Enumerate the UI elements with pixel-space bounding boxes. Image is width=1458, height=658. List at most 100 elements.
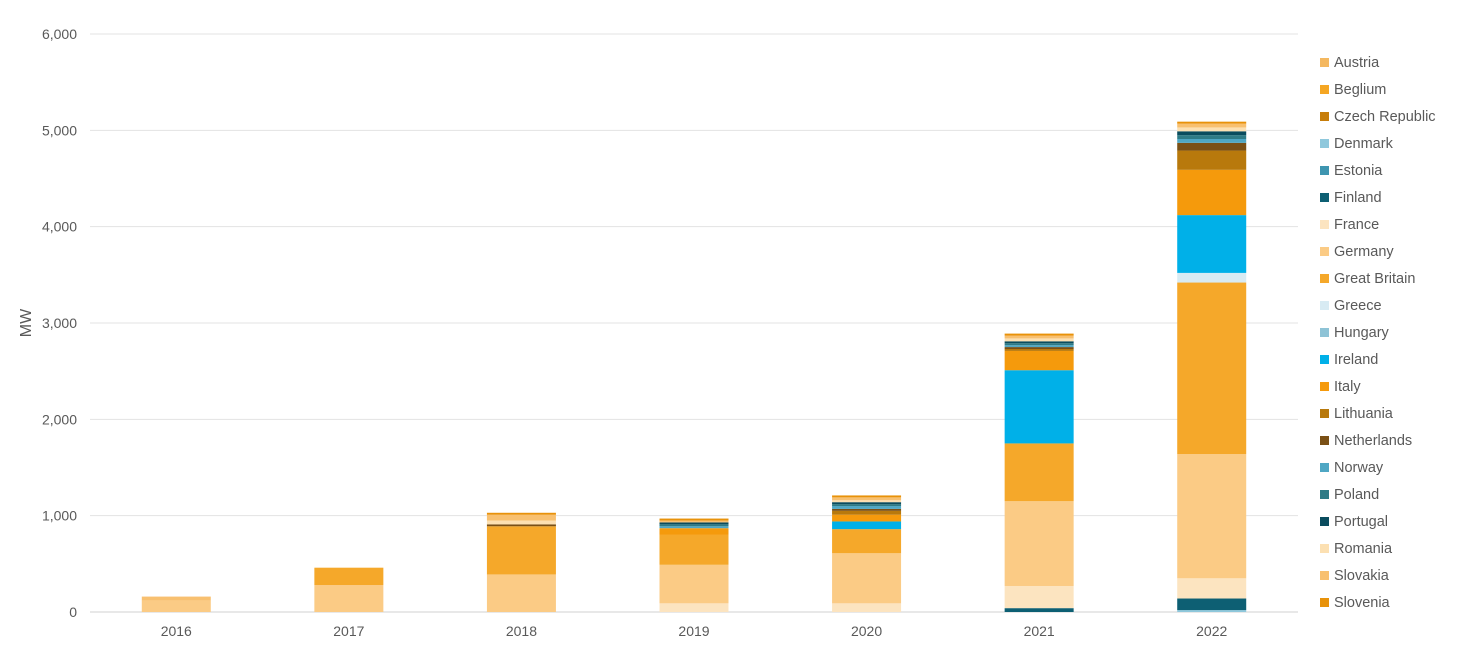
legend-swatch <box>1320 193 1329 202</box>
legend-label: Czech Republic <box>1334 108 1436 125</box>
bar-segment-2020-poland <box>832 504 902 507</box>
gridlines <box>90 33 1298 613</box>
legend-item-slovakia: Slovakia <box>1320 562 1454 589</box>
legend-label: Italy <box>1334 378 1361 395</box>
legend-item-greece: Greece <box>1320 292 1454 319</box>
bar-segment-2019-slovenia <box>659 518 729 521</box>
bar-segment-2020-slovenia <box>832 495 902 498</box>
bar-segment-2018-great-britain <box>486 526 556 575</box>
legend-swatch <box>1320 598 1329 607</box>
legend-swatch <box>1320 220 1329 229</box>
legend-swatch <box>1320 544 1329 553</box>
bar-segment-2022-denmark <box>1177 610 1247 612</box>
legend-item-ireland: Ireland <box>1320 346 1454 373</box>
bar-segment-2019-france <box>659 603 729 612</box>
bar-segment-2021-slovakia <box>1004 335 1074 339</box>
bar-segment-2022-lithuania <box>1177 150 1247 170</box>
legend-label: Poland <box>1334 486 1380 503</box>
stacked-bar-chart: 0 1,000 2,000 3,000 4,000 5,000 6,000 2016 2017… <box>18 26 1298 639</box>
y-axis-ticks: 0 1,000 2,000 3,000 4,000 5,000 6,000 <box>42 26 77 620</box>
bar-segment-2022-norway <box>1177 139 1247 143</box>
bar-segment-2020-slovakia <box>832 497 902 501</box>
bar-segment-2021-italy <box>1004 350 1074 371</box>
legend-item-great-britain: Great Britain <box>1320 265 1454 292</box>
bar-segment-2021-great-britain <box>1004 443 1074 502</box>
bar-segment-2020-lithuania <box>832 510 902 515</box>
bar-segment-2022-ireland <box>1177 215 1247 273</box>
legend-label: Austria <box>1334 54 1380 71</box>
y-tick-label: 5,000 <box>42 122 77 138</box>
bar-segment-2022-france <box>1177 578 1247 599</box>
legend-item-france: France <box>1320 211 1454 238</box>
legend-label: Norway <box>1334 459 1384 476</box>
x-tick-label-2022: 2022 <box>1196 623 1227 639</box>
legend-item-hungary: Hungary <box>1320 319 1454 346</box>
y-tick-label: 4,000 <box>42 219 77 235</box>
bar-segment-2022-poland <box>1177 135 1247 140</box>
bars <box>141 121 1247 612</box>
bar-segment-2022-portugal <box>1177 131 1247 136</box>
bar-segment-2021-romania <box>1004 338 1074 342</box>
bar-segment-2021-netherlands <box>1004 347 1074 350</box>
legend-label: Germany <box>1334 243 1394 260</box>
bar-segment-2018-netherlands <box>486 524 556 527</box>
bar-segment-2020-germany <box>832 553 902 604</box>
bar-segment-2021-slovenia <box>1004 333 1074 336</box>
legend-swatch <box>1320 436 1329 445</box>
legend-item-slovenia: Slovenia <box>1320 589 1454 616</box>
legend-swatch <box>1320 409 1329 418</box>
legend-label: Slovakia <box>1334 567 1389 584</box>
bar-segment-2016-slovakia <box>141 596 211 601</box>
bar-segment-2019-germany <box>659 564 729 604</box>
bar-segment-2022-romania <box>1177 127 1247 132</box>
bar-segment-2022-slovakia <box>1177 123 1247 128</box>
bar-segment-2020-romania <box>832 500 902 503</box>
bar-segment-2019-norway <box>659 526 729 529</box>
bar-segment-2021-poland <box>1004 343 1074 346</box>
legend-swatch <box>1320 139 1329 148</box>
x-tick-label-2016: 2016 <box>161 623 192 639</box>
legend: Austria Beglium Czech Republic Denmark Eston… <box>1320 49 1454 616</box>
legend-label: France <box>1334 216 1380 233</box>
y-tick-label: 3,000 <box>42 315 77 331</box>
bar-segment-2020-ireland <box>832 521 902 530</box>
legend-swatch <box>1320 85 1329 94</box>
legend-item-beglium: Beglium <box>1320 76 1454 103</box>
legend-item-italy: Italy <box>1320 373 1454 400</box>
bar-segment-2017-germany <box>314 585 384 612</box>
legend-swatch <box>1320 328 1329 337</box>
legend-item-lithuania: Lithuania <box>1320 400 1454 427</box>
bar-segment-2022-germany <box>1177 454 1247 579</box>
legend-label: Slovenia <box>1334 594 1390 611</box>
bar-segment-2020-norway <box>832 506 902 509</box>
legend-label: Portugal <box>1334 513 1389 530</box>
legend-swatch <box>1320 274 1329 283</box>
bar-segment-2018-romania <box>486 520 556 525</box>
x-axis-ticks: 2016 2017 2018 2019 2020 2021 2022 <box>161 623 1228 639</box>
bar-segment-2021-norway <box>1004 345 1074 348</box>
legend-swatch <box>1320 463 1329 472</box>
legend-label: Beglium <box>1334 81 1387 98</box>
bar-segment-2016-germany <box>141 600 211 612</box>
bar-segment-2018-slovenia <box>486 512 556 515</box>
bar-segment-2022-italy <box>1177 169 1247 216</box>
bar-segment-2017-great-britain <box>314 567 384 586</box>
legend-swatch <box>1320 166 1329 175</box>
bar-segment-2018-germany <box>486 574 556 612</box>
legend-label: Ireland <box>1334 351 1379 368</box>
legend-item-netherlands: Netherlands <box>1320 427 1454 454</box>
bar-segment-2020-italy <box>832 514 902 522</box>
bar-segment-2021-germany <box>1004 501 1074 586</box>
bar-segment-2019-italy <box>659 528 729 535</box>
bar-segment-2019-portugal <box>659 522 729 525</box>
legend-item-germany: Germany <box>1320 238 1454 265</box>
bar-segment-2022-slovenia <box>1177 121 1247 124</box>
legend-label: Hungary <box>1334 324 1389 341</box>
legend-swatch <box>1320 58 1329 67</box>
legend-item-norway: Norway <box>1320 454 1454 481</box>
legend-label: Greece <box>1334 297 1382 314</box>
legend-item-poland: Poland <box>1320 481 1454 508</box>
legend-item-finland: Finland <box>1320 184 1454 211</box>
legend-swatch <box>1320 355 1329 364</box>
